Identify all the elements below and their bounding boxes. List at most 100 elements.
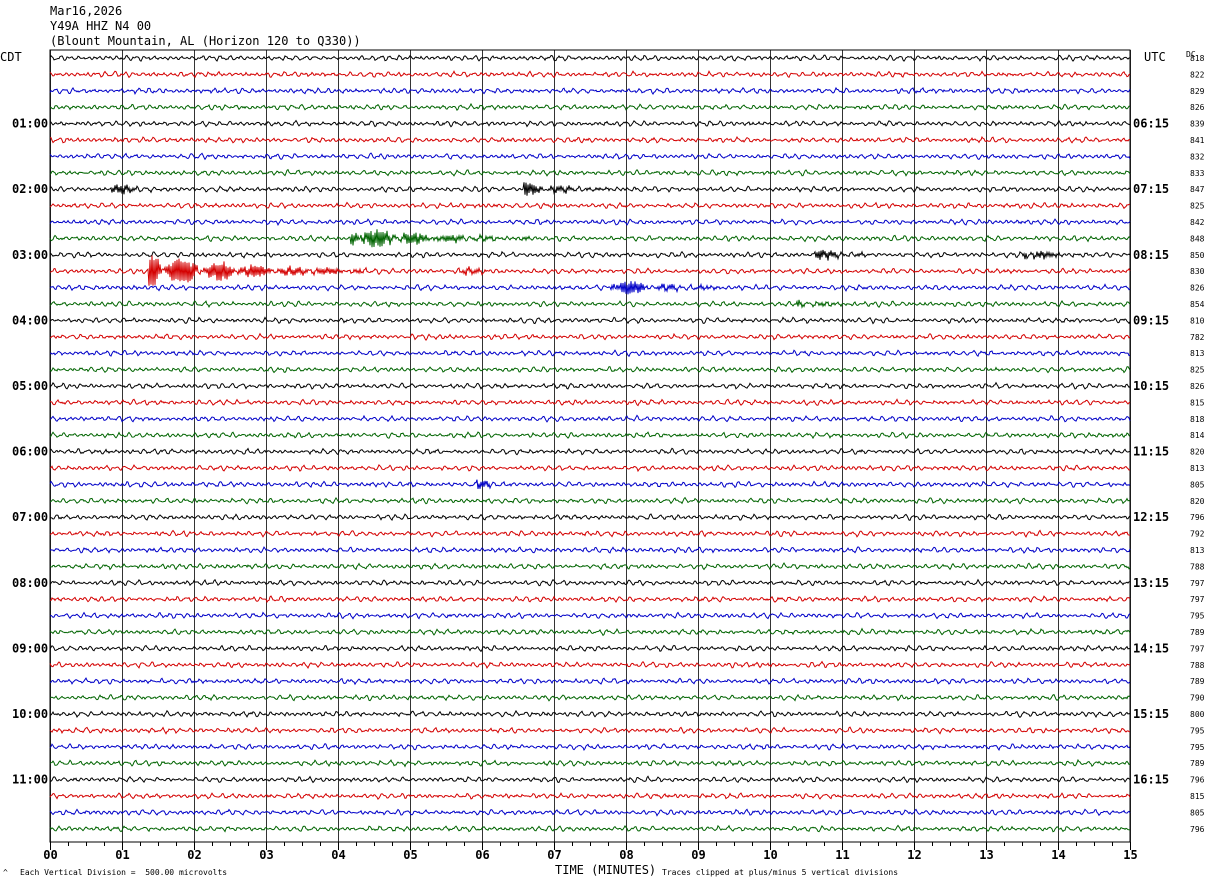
scale-note: Each Vertical Division = 500.00 microvol… (20, 868, 228, 877)
x-tick-label: 02 (187, 848, 201, 862)
right-time-label: 08:15 (1133, 248, 1169, 262)
trace-line (49, 464, 1131, 473)
trace-line (49, 693, 1131, 702)
trace-line (49, 824, 1131, 833)
trace-line (49, 758, 1131, 768)
trace-line (49, 660, 1131, 670)
trace-line (49, 218, 1131, 227)
dc-offset-label: 826 (1190, 103, 1205, 112)
dc-offset-label: 814 (1190, 431, 1205, 440)
trace-line (50, 102, 1131, 112)
dc-offset-label: 842 (1190, 218, 1205, 227)
dc-offset-label: 848 (1190, 234, 1205, 243)
dc-offset-label: 839 (1190, 120, 1205, 129)
left-time-label: 02:00 (12, 182, 48, 196)
trace-line (49, 249, 1131, 261)
trace-line (49, 299, 1131, 309)
trace-line (49, 398, 1131, 407)
x-tick-label: 15 (1123, 848, 1137, 862)
trace-line (49, 70, 1131, 79)
dc-offset-label: 815 (1190, 792, 1205, 801)
trace-line (49, 644, 1131, 653)
dc-offset-label: 800 (1190, 710, 1205, 719)
trace-line (49, 119, 1131, 128)
dc-offset-label: 822 (1190, 70, 1205, 79)
left-time-label: 07:00 (12, 510, 48, 524)
trace-line (49, 366, 1131, 374)
trace-line (49, 513, 1131, 522)
dc-offset-label: 815 (1190, 398, 1205, 407)
trace-line (49, 726, 1131, 735)
dc-offset-label: 805 (1190, 480, 1205, 489)
dc-offset-label: 813 (1190, 349, 1205, 358)
dc-offset-label: 788 (1190, 562, 1205, 571)
left-time-label: 05:00 (12, 379, 48, 393)
trace-line (49, 447, 1131, 456)
dc-offset-label: 820 (1190, 497, 1205, 506)
left-time-label: 01:00 (12, 117, 48, 131)
trace-line (49, 281, 1131, 295)
dc-offset-label: 830 (1190, 267, 1205, 276)
dc-offset-label: 788 (1190, 661, 1205, 670)
x-tick-label: 04 (331, 848, 345, 862)
dc-offset-label: 813 (1190, 546, 1205, 555)
right-time-label: 11:15 (1133, 445, 1169, 459)
dc-label: DC (1186, 50, 1196, 59)
trace-line (49, 414, 1131, 423)
right-time-label: 14:15 (1133, 641, 1169, 655)
x-tick-label: 00 (43, 848, 57, 862)
dc-offset-label: 818 (1190, 54, 1205, 63)
x-tick-label: 06 (475, 848, 489, 862)
dc-offset-label: 818 (1190, 415, 1205, 424)
right-time-label: 09:15 (1133, 313, 1169, 327)
right-time-label: 13:15 (1133, 576, 1169, 590)
trace-line (49, 627, 1131, 637)
trace-line (49, 54, 1131, 62)
dc-offset-label: 841 (1190, 136, 1205, 145)
trace-line (49, 775, 1131, 784)
footer-mark: ^ (3, 868, 8, 877)
dc-offset-label: 833 (1190, 169, 1205, 178)
x-tick-label: 07 (547, 848, 561, 862)
trace-line (49, 709, 1131, 719)
x-tick-label: 13 (979, 848, 993, 862)
dc-offset-label: 810 (1190, 316, 1205, 325)
trace-line (49, 677, 1131, 686)
left-time-label: 04:00 (12, 313, 48, 327)
trace-line (49, 808, 1131, 817)
trace-line (49, 182, 1131, 196)
trace-line (49, 381, 1131, 390)
trace-line (49, 595, 1131, 604)
dc-offset-label: 790 (1190, 694, 1205, 703)
right-axis-label: UTC (1144, 50, 1166, 64)
trace-line (49, 611, 1131, 620)
dc-offset-label: 795 (1190, 612, 1205, 621)
trace-line (49, 255, 1131, 286)
left-time-label: 08:00 (12, 576, 48, 590)
trace-line (49, 479, 1131, 490)
left-axis-label: CDT (0, 50, 22, 64)
x-tick-label: 09 (691, 848, 705, 862)
dc-offset-label: 796 (1190, 513, 1205, 522)
trace-line (49, 152, 1131, 161)
dc-offset-label: 805 (1190, 808, 1205, 817)
dc-offset-label: 796 (1190, 825, 1205, 834)
trace-line (49, 135, 1131, 144)
station-location: (Blount Mountain, AL (Horizon 120 to Q33… (50, 34, 361, 48)
trace-line (49, 742, 1131, 752)
x-tick-label: 10 (763, 848, 777, 862)
trace-line (49, 316, 1131, 325)
left-time-label: 09:00 (12, 641, 48, 655)
x-tick-label: 12 (907, 848, 921, 862)
dc-offset-label: 820 (1190, 448, 1205, 457)
trace-line (49, 431, 1131, 440)
trace-line (49, 529, 1131, 538)
x-tick-label: 11 (835, 848, 849, 862)
right-time-label: 16:15 (1133, 773, 1169, 787)
x-tick-label: 14 (1051, 848, 1065, 862)
dc-offset-label: 797 (1190, 579, 1205, 588)
trace-line (49, 546, 1131, 554)
dc-offset-label: 825 (1190, 366, 1205, 375)
right-time-label: 07:15 (1133, 182, 1169, 196)
